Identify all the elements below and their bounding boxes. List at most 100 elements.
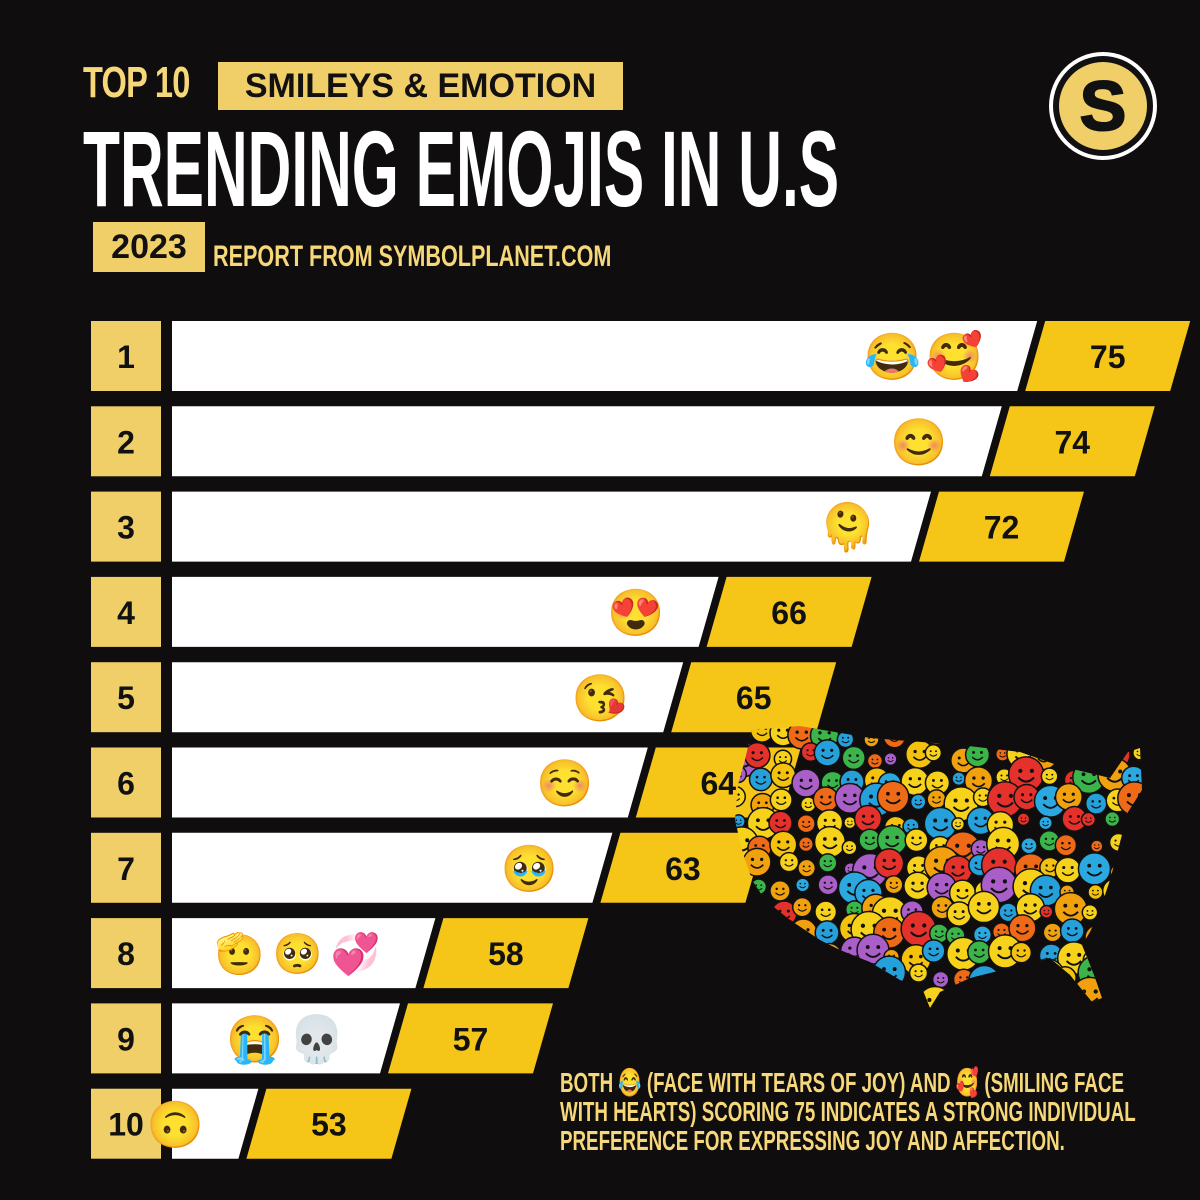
- rank-box: [91, 832, 161, 903]
- smiley-face-icon: [787, 975, 825, 1008]
- smiley-face-icon: [964, 742, 991, 768]
- smiley-face-icon: [1080, 811, 1097, 828]
- smiley-face-icon: [946, 901, 973, 927]
- bar: [172, 662, 684, 733]
- emoji-mark: 🥰: [926, 329, 983, 384]
- smiley-face-icon: [1020, 836, 1038, 855]
- smiley-face-icon: [814, 900, 838, 924]
- smiley-face-icon: [1059, 918, 1085, 944]
- emoji-mark: 💀: [288, 1013, 345, 1066]
- smiley-face-icon: [998, 971, 1015, 988]
- smiley-face-icon: [796, 814, 816, 834]
- bar: [172, 747, 648, 818]
- smiley-face-icon: [735, 893, 750, 923]
- bar: [172, 491, 931, 562]
- rank-label: 8: [117, 936, 135, 972]
- smiley-face-icon: [1056, 739, 1082, 765]
- emoji-mark: 🥺: [272, 933, 322, 977]
- emoji-mark: 😘: [572, 672, 629, 724]
- smiley-face-icon: [761, 980, 799, 1008]
- value-label: 57: [453, 1021, 489, 1057]
- smiley-face-icon: [1054, 833, 1078, 857]
- rank-label: 3: [117, 510, 135, 546]
- smiley-face-icon: [743, 741, 771, 769]
- logo-letter: S: [1080, 67, 1127, 145]
- smiley-face-icon: [906, 993, 924, 1008]
- smiley-face-icon: [1100, 896, 1133, 929]
- value-bar: [423, 918, 589, 989]
- smiley-face-icon: [1077, 852, 1112, 886]
- emoji-mark: ☺️: [536, 757, 593, 809]
- smiley-face-icon: [1120, 834, 1142, 863]
- value-bar: [671, 662, 837, 733]
- footnote-line-3: PREFERENCE FOR EXPRESSING JOY AND AFFECT…: [560, 1125, 1065, 1156]
- emoji-mark: 😂: [864, 331, 921, 383]
- smiley-face-icon: [1089, 839, 1104, 854]
- smiley-face-icon: [965, 990, 992, 1008]
- smiley-face-icon: [986, 983, 1012, 1008]
- smiley-face-icon: [813, 825, 847, 859]
- rank-box: [91, 1003, 161, 1074]
- smiley-face-icon: [797, 836, 814, 853]
- value-bar: [989, 406, 1155, 477]
- smiley-face-icon: [1008, 914, 1037, 943]
- smiley-face-icon: [1117, 869, 1142, 901]
- value-label: 65: [736, 680, 772, 716]
- emoji-mark: 🙃: [147, 1098, 204, 1150]
- emoji-mark: 😍: [607, 586, 664, 638]
- smiley-face-icon: [795, 877, 811, 893]
- smiley-face-icon: [1128, 728, 1142, 749]
- smiley-face-icon: [1108, 832, 1129, 853]
- smiley-face-icon: [1018, 968, 1036, 986]
- smiley-face-icon: [858, 828, 882, 852]
- smiley-face-icon: [814, 920, 840, 946]
- smiley-face-icon: [912, 726, 930, 744]
- smiley-face-icon: [1084, 924, 1110, 950]
- smiley-face-icon: [1039, 729, 1055, 745]
- rank-box: [91, 406, 161, 477]
- smiley-face-icon: [989, 726, 1018, 752]
- value-bar: [388, 1003, 553, 1074]
- smiley-face-icon: [922, 726, 950, 745]
- smiley-face-icon: [735, 785, 746, 808]
- smiley-face-icon: [817, 874, 839, 896]
- smiley-face-icon: [1010, 941, 1033, 964]
- top-10-label: TOP 10: [83, 58, 190, 107]
- smiley-face-icon: [863, 731, 880, 748]
- smiley-face-icon: [1102, 988, 1120, 1006]
- smiley-face-icon: [1123, 853, 1142, 879]
- smiley-face-icon: [948, 986, 972, 1008]
- rank-box: [91, 491, 161, 562]
- smiley-face-icon: [735, 922, 751, 950]
- footnote-line-2: WITH HEARTS) SCORING 75 INDICATES A STRO…: [560, 1096, 1136, 1127]
- value-label: 63: [665, 851, 701, 887]
- smiley-face-icon: [855, 987, 884, 1008]
- emoji-mark: 😊: [890, 416, 947, 468]
- smiley-face-icon: [853, 804, 883, 834]
- smiley-face-icon: [812, 977, 849, 1008]
- smiley-face-icon: [1106, 964, 1124, 982]
- smiley-face-icon: [1101, 727, 1122, 748]
- emoji-mark: 😭: [226, 1013, 283, 1066]
- smiley-face-icon: [1083, 726, 1108, 747]
- smiley-face-icon: [866, 752, 884, 770]
- smiley-face-icon: [1081, 903, 1099, 921]
- smiley-face-icon: [882, 726, 907, 749]
- smiley-face-icon: [1082, 743, 1107, 768]
- smiley-face-icon: [735, 875, 749, 898]
- smiley-face-icon: [1116, 964, 1142, 999]
- smiley-face-icon: [813, 739, 842, 767]
- value-label: 75: [1090, 339, 1126, 375]
- smiley-face-icon: [976, 726, 996, 745]
- smiley-face-icon: [742, 847, 772, 877]
- smiley-face-icon: [797, 858, 817, 878]
- smiley-face-icon: [917, 985, 953, 1008]
- value-label: 72: [984, 510, 1020, 546]
- smiley-face-icon: [967, 964, 1001, 998]
- rank-label: 6: [117, 766, 135, 802]
- footnote: BOTH 😂 (FACE WITH TEARS OF JOY) AND 🥰 (S…: [560, 1068, 1136, 1155]
- smiley-face-icon: [1129, 950, 1142, 965]
- smiley-face-icon: [1038, 815, 1053, 831]
- rank-box: [91, 662, 161, 733]
